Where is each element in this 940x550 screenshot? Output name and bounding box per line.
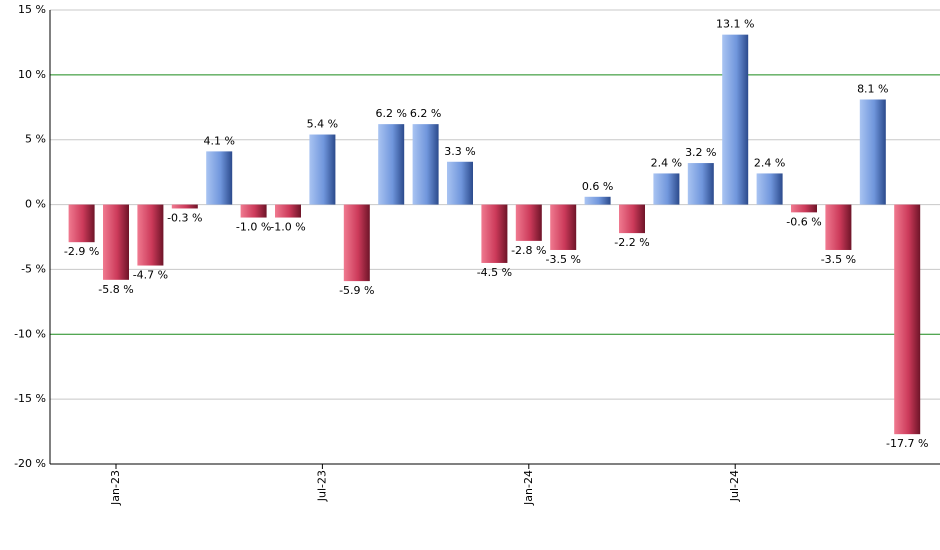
bar <box>515 204 542 241</box>
bar <box>68 204 95 243</box>
y-tick-label: 10 % <box>18 68 46 81</box>
value-label: 6.2 % <box>410 107 441 120</box>
bar <box>206 151 233 205</box>
value-label: 6.2 % <box>375 107 406 120</box>
value-label: -2.9 % <box>64 245 99 258</box>
bar <box>343 204 370 282</box>
value-label: -1.0 % <box>236 221 271 234</box>
bar <box>584 196 611 205</box>
value-label: 3.3 % <box>444 145 475 158</box>
y-tick-label: 5 % <box>25 133 46 146</box>
value-label: -1.0 % <box>270 221 305 234</box>
value-label: 5.4 % <box>307 118 338 131</box>
y-tick-label: 15 % <box>18 3 46 16</box>
value-label: -4.5 % <box>477 266 512 279</box>
bar <box>309 134 336 205</box>
bar <box>481 204 508 263</box>
value-label: 13.1 % <box>716 18 754 31</box>
x-tick-label: Jul-23 <box>315 470 328 502</box>
bar <box>825 204 852 250</box>
value-label: 3.2 % <box>685 146 716 159</box>
y-tick-label: -10 % <box>14 327 46 340</box>
value-label: -5.8 % <box>98 283 133 296</box>
bar <box>240 204 267 218</box>
bar <box>412 124 439 205</box>
value-label: -4.7 % <box>133 269 168 282</box>
x-tick-label: Jan-24 <box>522 470 535 506</box>
y-tick-label: 0 % <box>25 198 46 211</box>
x-tick-label: Jul-24 <box>728 470 741 502</box>
x-tick-label: Jan-23 <box>109 470 122 506</box>
bar <box>894 204 921 435</box>
bar <box>722 34 749 205</box>
value-label: 8.1 % <box>857 83 888 96</box>
value-label: -5.9 % <box>339 284 374 297</box>
bar <box>171 204 198 209</box>
bar <box>756 173 783 205</box>
bar <box>103 204 129 280</box>
bar <box>137 204 164 266</box>
y-tick-label: -5 % <box>21 262 46 275</box>
y-tick-label: -20 % <box>14 457 46 470</box>
value-label: -0.6 % <box>786 215 821 228</box>
value-label: -0.3 % <box>167 211 202 224</box>
bar <box>859 99 886 205</box>
value-label: 2.4 % <box>651 156 682 169</box>
value-label: -2.2 % <box>614 236 649 249</box>
bar <box>447 161 473 205</box>
bar <box>378 124 405 205</box>
value-label: 4.1 % <box>203 134 234 147</box>
bar <box>275 204 301 218</box>
bar <box>653 173 680 205</box>
value-label: -3.5 % <box>821 253 856 266</box>
bar <box>550 204 577 250</box>
bar <box>619 204 645 234</box>
bar <box>687 163 714 205</box>
value-label: -2.8 % <box>511 244 546 257</box>
bar <box>791 204 817 213</box>
value-label: -3.5 % <box>545 253 580 266</box>
value-label: 0.6 % <box>582 180 613 193</box>
y-tick-label: -15 % <box>14 392 46 405</box>
value-label: 2.4 % <box>754 156 785 169</box>
value-label: -17.7 % <box>886 437 928 450</box>
